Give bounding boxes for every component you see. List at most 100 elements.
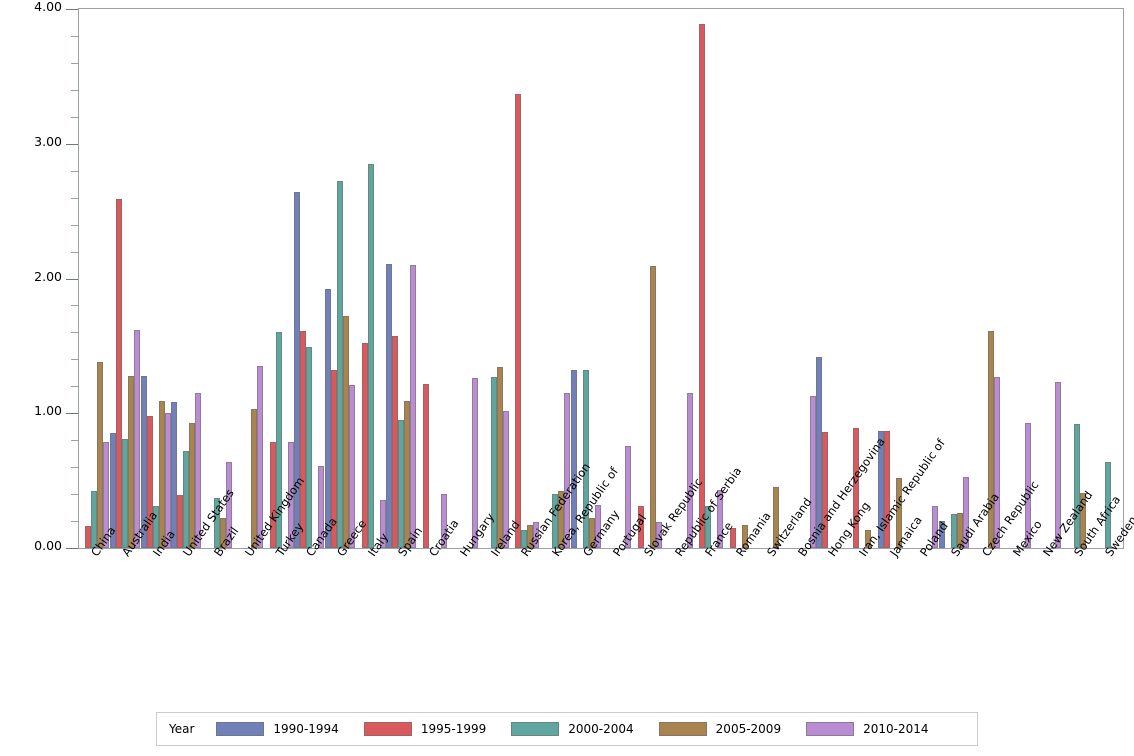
legend-label: 2010-2014 bbox=[863, 722, 929, 736]
bar bbox=[957, 512, 964, 548]
bar bbox=[116, 199, 123, 548]
bar bbox=[85, 526, 92, 548]
bar bbox=[490, 376, 497, 548]
bar bbox=[1024, 422, 1031, 548]
bar bbox=[300, 331, 307, 548]
legend-color-swatch bbox=[658, 722, 707, 736]
legend-item[interactable]: 1990-1994 bbox=[216, 722, 339, 736]
bar bbox=[471, 378, 478, 548]
bar bbox=[705, 506, 712, 548]
legend-label: 1990-1994 bbox=[273, 722, 339, 736]
bar bbox=[772, 487, 779, 548]
bar bbox=[158, 401, 165, 548]
x-axis-labels: China Australia India United States Brazil Un… bbox=[0, 435, 1134, 701]
bar bbox=[441, 494, 448, 548]
y-axis-tick-major bbox=[66, 548, 78, 549]
bar bbox=[563, 393, 570, 548]
bar bbox=[337, 181, 343, 548]
bar bbox=[410, 265, 417, 548]
bar bbox=[1104, 461, 1111, 548]
bar bbox=[250, 409, 257, 548]
bar bbox=[582, 370, 589, 548]
legend-title: Year bbox=[169, 722, 195, 736]
bar bbox=[404, 401, 411, 548]
bar bbox=[865, 530, 871, 548]
bar bbox=[294, 192, 301, 548]
bar bbox=[570, 370, 577, 548]
bar bbox=[877, 430, 884, 548]
bar bbox=[1055, 382, 1062, 548]
bar bbox=[717, 490, 724, 548]
bar bbox=[343, 316, 349, 548]
bar bbox=[269, 441, 276, 548]
bar bbox=[287, 441, 294, 548]
bar bbox=[515, 93, 522, 548]
legend-item[interactable]: 1995-1999 bbox=[363, 722, 487, 736]
bar bbox=[533, 522, 540, 548]
bar bbox=[122, 438, 129, 548]
bar bbox=[1079, 492, 1086, 548]
bar bbox=[275, 332, 282, 548]
bar bbox=[656, 522, 663, 548]
bar bbox=[951, 514, 958, 548]
bar bbox=[686, 393, 693, 548]
y-axis-tick-major bbox=[66, 143, 78, 145]
bar bbox=[164, 413, 171, 548]
bar bbox=[527, 525, 534, 548]
legend-color-swatch bbox=[806, 722, 855, 736]
y-axis-tick-major bbox=[66, 9, 78, 10]
bar bbox=[932, 506, 939, 548]
bar bbox=[195, 393, 202, 548]
bar bbox=[134, 329, 141, 548]
legend-item[interactable]: 2000-2004 bbox=[511, 722, 634, 736]
y-axis-tick-minor bbox=[71, 197, 78, 199]
legend: Year 1990-1994 1995-1999 2000-2004 2005-200… bbox=[156, 712, 978, 746]
bar bbox=[987, 331, 994, 548]
bar bbox=[220, 518, 227, 548]
bar bbox=[993, 376, 1000, 548]
y-axis-tick-minor bbox=[71, 35, 78, 37]
bar bbox=[183, 450, 190, 548]
y-axis-tick-minor bbox=[71, 89, 78, 91]
bar bbox=[110, 433, 117, 548]
bar bbox=[730, 527, 737, 548]
y-axis-tick-minor bbox=[71, 305, 78, 307]
bar bbox=[883, 430, 890, 548]
y-axis-tick-minor bbox=[71, 224, 78, 226]
y-axis-tick-label: 0.00 bbox=[34, 538, 62, 553]
y-axis-tick-major bbox=[66, 413, 78, 415]
y-axis-tick-label: 1.00 bbox=[34, 403, 62, 419]
bar bbox=[91, 491, 98, 548]
bar bbox=[97, 362, 104, 548]
bar bbox=[361, 343, 368, 548]
y-axis-tick-minor bbox=[71, 332, 78, 334]
bar bbox=[171, 402, 178, 548]
legend-label: 1995-1999 bbox=[420, 722, 487, 736]
legend-label: 2000-2004 bbox=[568, 722, 634, 736]
bar bbox=[140, 375, 147, 548]
bar bbox=[521, 530, 528, 548]
bar bbox=[588, 518, 595, 548]
bar bbox=[392, 336, 399, 548]
legend-item[interactable]: 2005-2009 bbox=[658, 722, 781, 736]
bar bbox=[502, 410, 509, 548]
bar bbox=[1073, 424, 1080, 548]
bar bbox=[256, 366, 263, 548]
bar bbox=[177, 495, 184, 548]
bar bbox=[349, 384, 355, 548]
y-axis-tick-label: 4.00 bbox=[34, 0, 62, 14]
legend-color-swatch bbox=[216, 722, 265, 736]
bar bbox=[386, 263, 393, 548]
bar bbox=[638, 506, 645, 548]
bar bbox=[146, 415, 153, 548]
bar bbox=[325, 289, 331, 548]
bar bbox=[398, 420, 405, 548]
bar bbox=[625, 445, 632, 548]
y-axis-tick-minor bbox=[71, 170, 78, 172]
y-axis-tick-minor bbox=[71, 359, 78, 361]
bar bbox=[214, 498, 221, 548]
legend-item[interactable]: 2010-2014 bbox=[806, 722, 929, 736]
legend-color-swatch bbox=[511, 722, 560, 736]
y-axis-tick-label: 3.00 bbox=[34, 133, 62, 149]
